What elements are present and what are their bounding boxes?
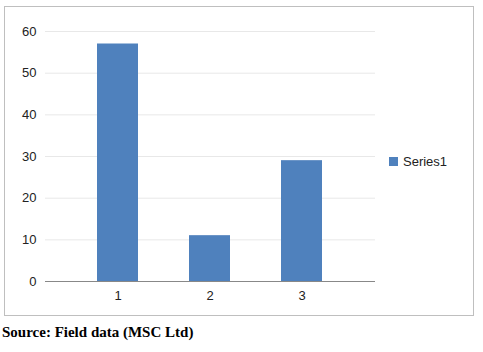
- svg-text:50: 50: [22, 65, 36, 80]
- html-text:Series1: Series1: [403, 153, 448, 169]
- svg-text:60: 60: [22, 24, 36, 39]
- svg-text:0: 0: [29, 274, 36, 289]
- svg-text:1: 1: [114, 288, 121, 303]
- svg-text:2: 2: [206, 288, 213, 303]
- html-text:Source: Field data (MSC Ltd): Source: Field data (MSC Ltd): [2, 324, 194, 340]
- svg-text:40: 40: [22, 107, 36, 122]
- svg-text:20: 20: [22, 190, 36, 205]
- svg-text:3: 3: [298, 288, 305, 303]
- svg-text:10: 10: [22, 232, 36, 247]
- svg-text:30: 30: [22, 149, 36, 164]
